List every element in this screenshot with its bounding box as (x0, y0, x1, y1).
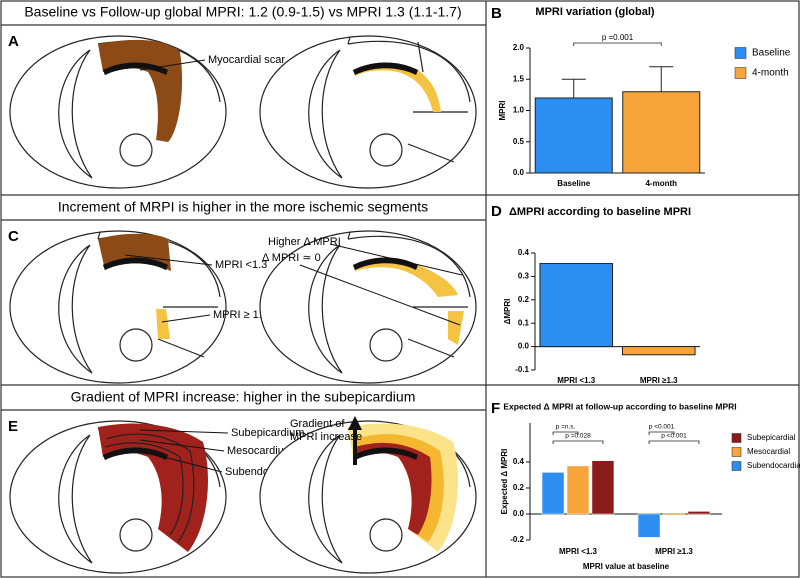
x-tick-label: MPRI <1.3 (559, 547, 598, 556)
chart-title: MPRI variation (global) (535, 6, 655, 18)
leader-line (161, 314, 211, 323)
bar (591, 460, 615, 515)
legend-label: Subendocardial (747, 461, 800, 470)
legend-swatch (731, 447, 742, 457)
y-tick-label: 0.5 (513, 137, 525, 146)
chart-title: Expected Δ MPRI at follow-up according t… (503, 401, 736, 411)
x-tick-label: 4-month (645, 179, 677, 188)
annotation: p <0.001 (661, 433, 687, 440)
y-tick-label: -0.1 (515, 365, 529, 374)
y-tick-label: 0.2 (518, 295, 530, 304)
significance-bracket (648, 440, 700, 444)
leader-line (139, 59, 206, 71)
annotation: p =0.028 (565, 433, 591, 440)
annotation: MPRI increase (290, 431, 362, 443)
y-tick-label: 0.2 (513, 483, 525, 492)
arrow-head (348, 416, 362, 430)
leader-line (299, 264, 461, 326)
legend-label: 4-month (752, 68, 789, 79)
panel-letter: A (8, 33, 19, 50)
panel-header: Gradient of MPRI increase: higher in the… (71, 389, 416, 405)
annotation: Δ MPRI ≃ 0 (262, 252, 321, 264)
x-tick-label: MPRI ≥1.3 (640, 376, 678, 385)
y-axis-label: MPRI (498, 101, 507, 121)
legend-swatch (734, 47, 747, 59)
bar (637, 513, 661, 538)
y-tick-label: 0.0 (513, 509, 525, 518)
leader-line (329, 243, 463, 276)
heart-diagram (9, 230, 227, 384)
leader-line (139, 439, 225, 452)
y-tick-label: 0.0 (518, 342, 530, 351)
significance-bracket (648, 431, 675, 435)
bar (566, 465, 590, 515)
significance-bracket (573, 42, 662, 46)
y-tick-label: 0.4 (513, 457, 525, 466)
y-tick-label: 2.0 (513, 43, 525, 52)
heart-diagram (9, 35, 227, 189)
legend-label: Mesocardial (747, 447, 790, 456)
bar (662, 513, 686, 516)
significance-bracket (552, 440, 604, 444)
bar (687, 511, 711, 515)
panel-header: Baseline vs Follow-up global MPRI: 1.2 (… (24, 4, 461, 20)
panel-letter: B (491, 5, 502, 22)
annotation: p =n.s. (556, 424, 576, 431)
annotation: Subepicardium (231, 427, 304, 439)
leader-line (139, 429, 229, 434)
x-tick-label: MPRI <1.3 (557, 376, 596, 385)
panel-header: Increment of MRPI is higher in the more … (58, 199, 428, 215)
panel-letter: F (491, 400, 500, 417)
annotation: p =0.001 (602, 33, 634, 42)
annotation: MPRI ≥ 1.3 (213, 309, 268, 321)
x-tick-label: MPRI ≥1.3 (655, 547, 693, 556)
panel-letter: E (8, 418, 18, 435)
y-tick-label: 0.1 (518, 318, 530, 327)
annotation: p <0.001 (649, 424, 675, 431)
leader-line (124, 254, 213, 266)
bar (534, 97, 613, 174)
y-tick-label: 0.4 (518, 248, 530, 257)
annotation: Mesocardium (227, 445, 293, 457)
annotation: Higher Δ MPRI (268, 236, 341, 248)
legend-label: Baseline (752, 48, 791, 59)
legend-swatch (734, 67, 747, 79)
legend-label: Subepicardial (747, 433, 796, 442)
panel-letter: D (491, 203, 502, 220)
bar (621, 346, 696, 356)
heart-diagram (259, 35, 477, 189)
bar (541, 472, 565, 515)
annotation: Myocardial scar (208, 54, 285, 66)
y-axis-label: ΔMPRI (503, 299, 512, 325)
y-tick-label: 0.3 (518, 272, 530, 281)
significance-bracket (552, 431, 579, 435)
y-tick-label: 0.0 (513, 168, 525, 177)
heart-diagram (259, 420, 477, 574)
y-tick-label: -0.2 (510, 535, 524, 544)
legend-swatch (731, 461, 742, 471)
y-tick-label: 1.0 (513, 106, 525, 115)
bar (539, 263, 614, 348)
x-tick-label: Baseline (557, 179, 590, 188)
annotation: Gradient of (290, 418, 345, 430)
bar (622, 91, 701, 174)
chart-title: ΔMPRI according to baseline MPRI (509, 206, 691, 218)
y-tick-label: 1.5 (513, 74, 525, 83)
x-axis-label: MPRI value at baseline (583, 562, 670, 571)
heart-diagram (9, 420, 227, 574)
legend-swatch (731, 433, 742, 443)
panel-letter: C (8, 228, 19, 245)
leader-line (144, 451, 223, 473)
annotation: MPRI <1.3 (215, 259, 267, 271)
y-axis-label: Expected Δ MPRI (500, 449, 509, 515)
